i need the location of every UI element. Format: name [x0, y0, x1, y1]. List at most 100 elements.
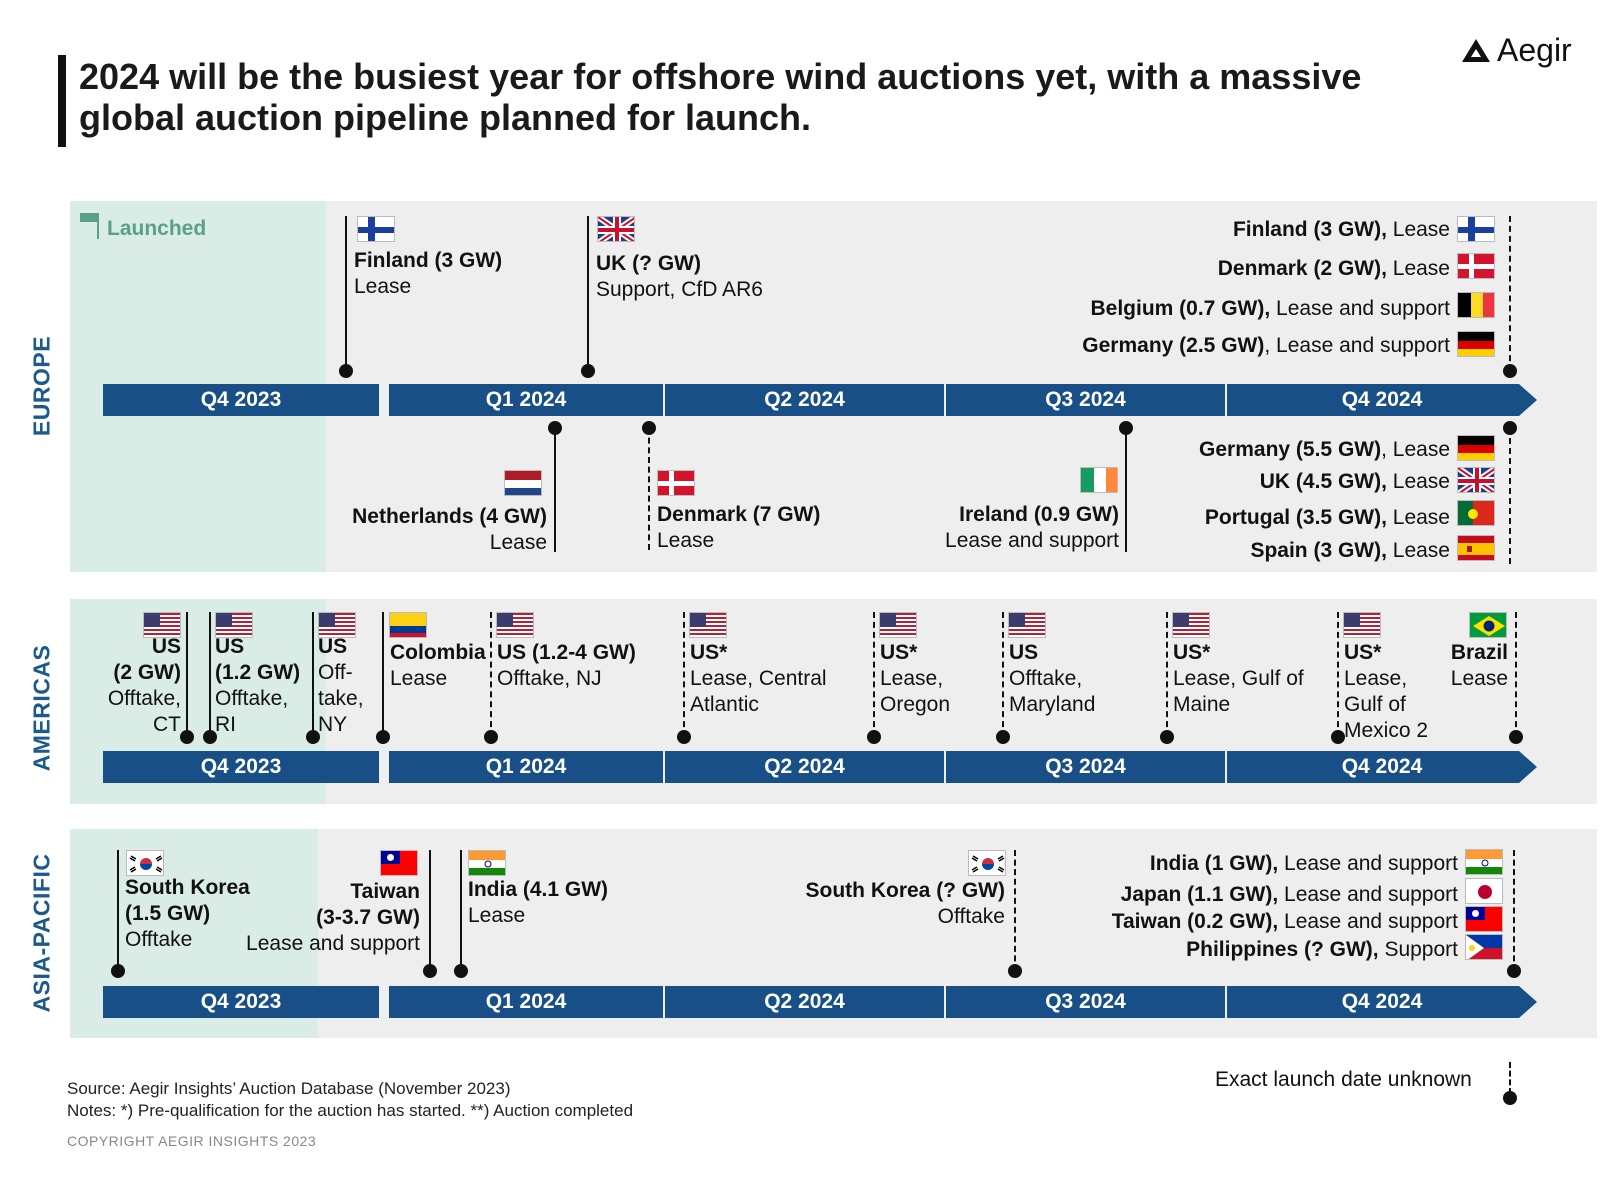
event-stem-dashed: [648, 428, 650, 550]
event-stem: [587, 216, 589, 371]
brazil-flag-icon: [1469, 612, 1507, 638]
spain-flag-icon: [1457, 535, 1495, 561]
quarter-q4-2023: Q4 2023: [103, 986, 379, 1018]
event-stem: [1125, 428, 1127, 552]
quarter-q3-2024: Q3 2024: [946, 986, 1225, 1018]
event-stem: [429, 850, 431, 971]
quarter-q1-2024: Q1 2024: [389, 986, 663, 1018]
quarter-q4-2023: Q4 2023: [103, 384, 379, 416]
finland-flag-icon: [357, 216, 395, 242]
finland-flag-icon: [1457, 216, 1495, 242]
quarter-q2-2024: Q2 2024: [665, 751, 944, 783]
us-flag-icon: [1172, 612, 1210, 638]
event-dot: [111, 964, 125, 978]
event-taiwan-q4: Taiwan (0.2 GW), Lease and support: [1111, 910, 1458, 933]
us-flag-icon: [496, 612, 534, 638]
portugal-flag-icon: [1457, 500, 1495, 526]
event-denmark-q4: Denmark (2 GW), Lease: [1217, 257, 1450, 280]
event-uk-support: UK (? GW) Support, CfD AR6: [596, 251, 763, 303]
event-stem-dashed: [683, 612, 685, 737]
belgium-flag-icon: [1457, 292, 1495, 318]
source-text: Source: Aegir Insights’ Auction Database…: [67, 1079, 511, 1098]
event-stem-dashed: [1513, 850, 1515, 971]
flag-marker-icon: [80, 213, 99, 239]
region-label-europe: EUROPE: [28, 335, 55, 437]
quarter-q4-2023: Q4 2023: [103, 751, 379, 783]
event-dot: [180, 730, 194, 744]
india-flag-icon: [468, 850, 506, 876]
quarter-q4-2024: Q4 2024: [1227, 986, 1537, 1018]
event-us-ny: US Off- take, NY: [318, 635, 364, 736]
event-stem-dashed: [1014, 850, 1016, 971]
taiwan-flag-icon: [1465, 906, 1503, 932]
event-dot: [1503, 364, 1517, 378]
page-title: 2024 will be the busiest year for offsho…: [79, 56, 1362, 138]
us-flag-icon: [689, 612, 727, 638]
event-us-central-atlantic: US* Lease, Central Atlantic: [690, 641, 827, 716]
legend-dot: [1503, 1091, 1517, 1105]
event-india-1: India (4.1 GW) Lease: [468, 878, 609, 927]
event-dot: [1507, 964, 1521, 978]
event-stem-dashed: [1337, 612, 1339, 737]
event-dot: [484, 730, 498, 744]
event-stem: [186, 612, 188, 737]
quarter-q1-2024: Q1 2024: [389, 751, 663, 783]
event-dot: [1160, 730, 1174, 744]
event-detail: Lease: [354, 275, 412, 298]
event-finland-lease: Finland (3 GW) Lease: [354, 248, 502, 300]
launched-label: Launched: [107, 217, 207, 240]
event-india-q4: India (1 GW), Lease and support: [1149, 852, 1458, 875]
event-finland-q4: Finland (3 GW), Lease: [1232, 218, 1450, 241]
event-stem: [312, 612, 314, 737]
event-stem-dashed: [1166, 612, 1168, 737]
event-us-oregon: US* Lease, Oregon: [880, 641, 951, 716]
uk-flag-icon: [597, 216, 635, 242]
event-dot: [454, 964, 468, 978]
denmark-flag-icon: [1457, 253, 1495, 279]
event-south-korea-1: South Korea (1.5 GW) Offtake: [125, 876, 250, 951]
quarter-q4-2024: Q4 2024: [1227, 751, 1537, 783]
denmark-flag-icon: [657, 470, 695, 496]
event-title: UK (? GW): [596, 252, 701, 275]
ireland-flag-icon: [1080, 467, 1118, 493]
event-spain-q4: Spain (3 GW), Lease: [1250, 539, 1450, 562]
footer-notes: Source: Aegir Insights’ Auction Database…: [67, 1078, 633, 1122]
event-dot: [677, 730, 691, 744]
event-us-ri: US (1.2 GW) Offtake, RI: [215, 635, 301, 736]
event-stem-dashed: [1515, 612, 1517, 737]
event-stem-dashed: [1002, 612, 1004, 737]
title-accent-bar: [58, 55, 66, 147]
us-flag-icon: [1343, 612, 1381, 638]
taiwan-flag-icon: [380, 850, 418, 876]
event-stem: [554, 428, 556, 552]
uk-flag-icon: [1457, 467, 1495, 493]
aegir-logo: Aegir: [1461, 30, 1572, 70]
event-stem-dashed: [873, 612, 875, 737]
philippines-flag-icon: [1465, 934, 1503, 960]
japan-flag-icon: [1465, 878, 1503, 904]
notes-text: Notes: *) Pre-qualification for the auct…: [67, 1101, 634, 1120]
quarter-q4-2024: Q4 2024: [1227, 384, 1537, 416]
event-uk-q4: UK (4.5 GW), Lease: [1259, 470, 1450, 493]
event-philippines-q4: Philippines (? GW), Support: [1186, 938, 1458, 961]
event-dot: [423, 964, 437, 978]
event-us-gulf-of-maine: US* Lease, Gulf of Maine: [1173, 641, 1304, 716]
event-brazil: Brazil Lease: [1450, 641, 1508, 690]
quarter-q2-2024: Q2 2024: [665, 986, 944, 1018]
event-dot: [376, 730, 390, 744]
event-stem-dashed: [490, 612, 492, 737]
event-dot: [339, 364, 353, 378]
event-us-nj: US (1.2-4 GW) Offtake, NJ: [497, 641, 636, 690]
event-dot: [1331, 730, 1345, 744]
germany-flag-icon: [1457, 331, 1495, 357]
event-stem: [382, 612, 384, 737]
event-stem: [209, 612, 211, 737]
india-flag-icon: [1465, 849, 1503, 875]
us-flag-icon: [879, 612, 917, 638]
event-taiwan-1: Taiwan (3-3.7 GW) Lease and support: [246, 880, 420, 955]
event-stem-dashed: [1509, 216, 1511, 371]
event-stem: [460, 850, 462, 971]
logo-text: Aegir: [1497, 31, 1572, 68]
event-japan-q4: Japan (1.1 GW), Lease and support: [1120, 883, 1458, 906]
event-south-korea-2: South Korea (? GW) Offtake: [805, 879, 1005, 928]
